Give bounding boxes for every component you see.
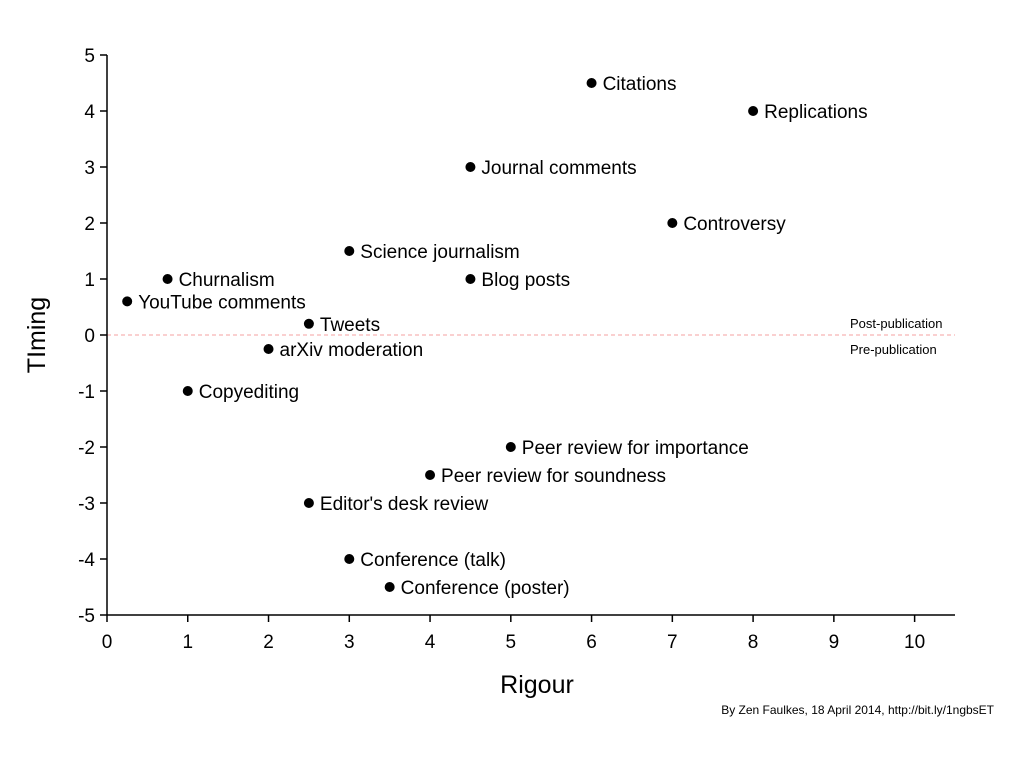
data-point [162, 274, 173, 284]
y-tick-label: -5 [78, 606, 95, 627]
x-tick-label: 0 [102, 632, 113, 653]
data-point [122, 296, 133, 307]
data-point-label: YouTube comments [138, 292, 306, 313]
x-tick-label: 1 [182, 632, 193, 653]
reference-line-group: Post-publication Pre-publication [107, 316, 955, 357]
data-point [263, 344, 274, 354]
x-axis-title: Rigour [500, 671, 574, 699]
x-tick-label: 4 [425, 632, 436, 653]
data-point [384, 582, 395, 592]
data-point [667, 218, 678, 228]
data-point-label: Tweets [320, 315, 380, 336]
data-point [465, 162, 476, 172]
x-tick-label: 8 [748, 632, 759, 653]
data-point-label: Copyediting [199, 382, 299, 403]
credit-text: By Zen Faulkes, 18 April 2014, http://bi… [721, 703, 994, 717]
data-points: Citations Replications Journal comments Con… [122, 74, 868, 599]
y-tick-label: -4 [78, 550, 95, 571]
x-tick-label: 10 [904, 632, 925, 653]
y-tick-label: 2 [84, 214, 95, 235]
pre-publication-label: Pre-publication [850, 342, 937, 357]
data-point [303, 498, 314, 508]
x-tick-label: 2 [263, 632, 274, 653]
data-point-label: Editor's desk review [320, 494, 489, 515]
data-point-label: Citations [603, 74, 677, 95]
data-point-label: arXiv moderation [280, 340, 424, 361]
y-tick-label: -1 [78, 382, 95, 403]
post-publication-label: Post-publication [850, 316, 943, 331]
data-point-label: Conference (poster) [401, 578, 570, 599]
data-point [182, 386, 193, 396]
x-tick-label: 7 [667, 632, 678, 653]
data-point [303, 318, 314, 329]
x-tick-label: 5 [506, 632, 517, 653]
y-tick-label: -2 [78, 438, 95, 459]
y-tick-label: 1 [84, 270, 95, 291]
y-tick-label: 4 [84, 102, 95, 123]
y-axis-title: TIming [23, 297, 51, 373]
data-point-label: Controversy [683, 214, 786, 235]
x-tick-label: 9 [829, 632, 840, 653]
data-point-label: Churnalism [179, 270, 275, 291]
y-tick-label: -3 [78, 494, 95, 515]
data-point-label: Journal comments [481, 158, 636, 179]
data-point [586, 78, 597, 88]
data-point-label: Peer review for soundness [441, 466, 666, 487]
data-point-label: Conference (talk) [360, 550, 506, 571]
y-tick-label: 3 [84, 158, 95, 179]
data-point [425, 470, 436, 480]
data-point-label: Replications [764, 102, 868, 123]
data-point [344, 554, 355, 564]
data-point [465, 274, 476, 284]
y-tick-label: 0 [84, 326, 95, 347]
data-point [505, 442, 516, 452]
x-tick-label: 6 [586, 632, 597, 653]
data-point-label: Blog posts [481, 270, 570, 291]
y-tick-label: 5 [84, 46, 95, 67]
data-point [748, 106, 759, 116]
data-point-label: Peer review for importance [522, 438, 749, 459]
x-tick-label: 3 [344, 632, 355, 653]
data-point-label: Science journalism [360, 242, 519, 263]
data-point [344, 246, 355, 256]
